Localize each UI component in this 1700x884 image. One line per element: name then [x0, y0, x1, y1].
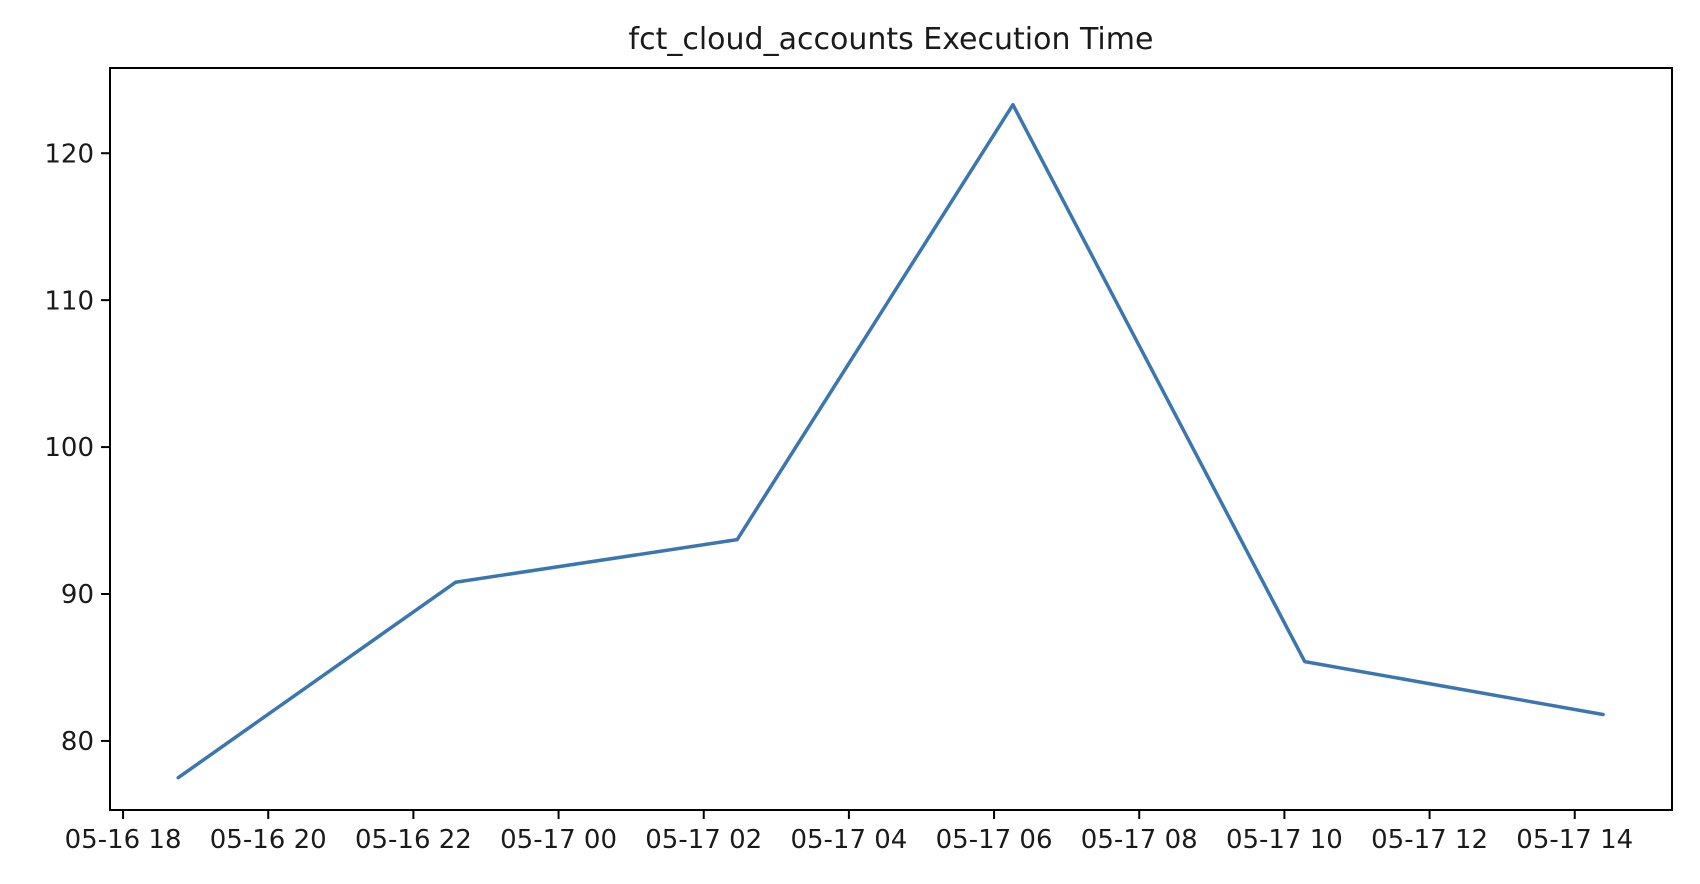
y-tick-label: 100 — [44, 433, 94, 463]
plot-border — [109, 67, 1673, 811]
y-tick-label: 90 — [61, 580, 94, 610]
x-tick-label: 05-17 08 — [1081, 825, 1198, 855]
x-tick-label: 05-17 14 — [1516, 825, 1633, 855]
x-tick-label: 05-16 22 — [355, 825, 472, 855]
y-ticks: 80 90 100 110 120 — [44, 139, 110, 757]
x-tick-label: 05-16 18 — [65, 825, 182, 855]
x-tick-label: 05-17 06 — [936, 825, 1053, 855]
x-tick-label: 05-17 02 — [645, 825, 762, 855]
execution-time-line — [176, 102, 1605, 780]
chart-title: fct_cloud_accounts Execution Time — [628, 22, 1154, 57]
y-tick-label: 80 — [61, 727, 94, 757]
x-tick-label: 05-17 12 — [1371, 825, 1488, 855]
x-tick-label: 05-16 20 — [210, 825, 327, 855]
x-tick-label: 05-17 00 — [500, 825, 617, 855]
y-tick-label: 110 — [44, 286, 94, 316]
x-ticks: 05-16 18 05-16 20 05-16 22 05-17 00 05-17 02… — [65, 810, 1633, 855]
x-tick-label: 05-17 10 — [1226, 825, 1343, 855]
series-lines — [176, 102, 1605, 780]
x-tick-label: 05-17 04 — [790, 825, 907, 855]
y-tick-label: 120 — [44, 139, 94, 169]
plot-area — [109, 67, 1673, 811]
